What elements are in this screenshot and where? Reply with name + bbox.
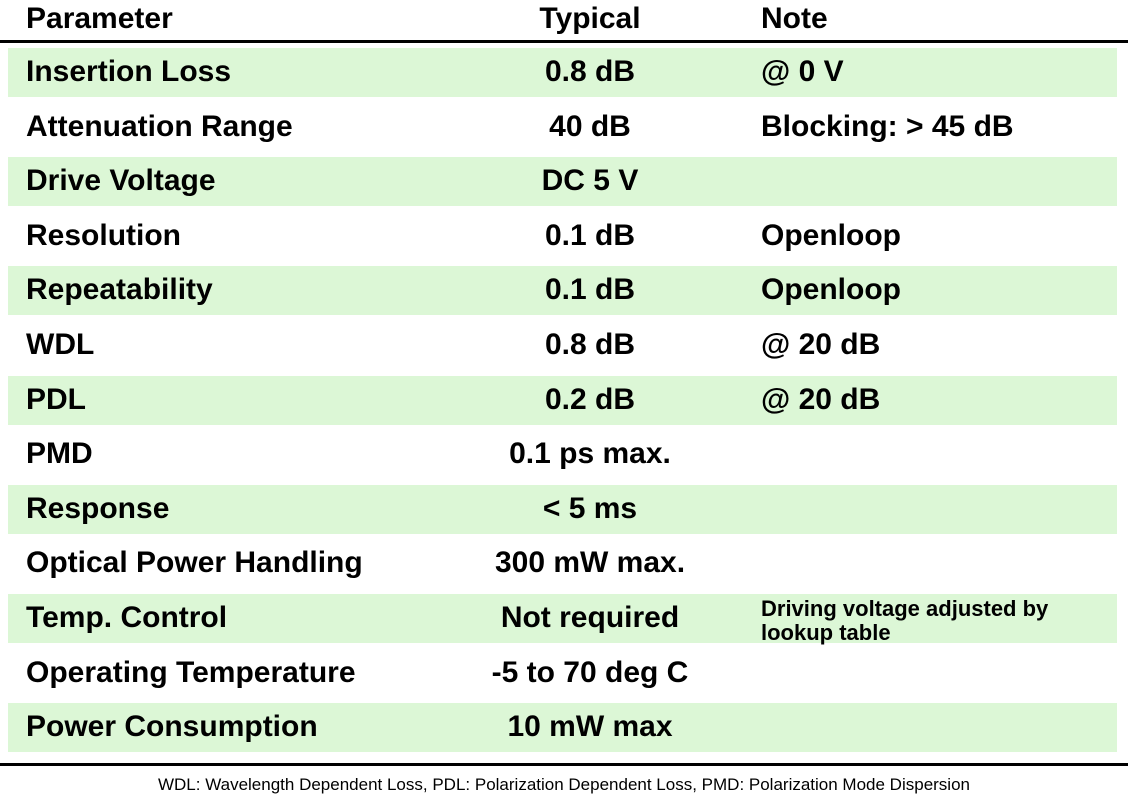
footnote: WDL: Wavelength Dependent Loss, PDL: Pol… (157, 775, 970, 794)
table-row: PMD 0.1 ps max. (0, 425, 1128, 480)
note-cell: Driving voltage adjusted by lookup table (761, 595, 1049, 645)
typical-cell: 0.8 dB (544, 327, 636, 361)
note-cell: Openloop (761, 273, 901, 307)
table-row: PDL 0.2 dB @ 20 dB (0, 371, 1128, 426)
header-typical: Typical (539, 2, 641, 35)
table-row: Operating Temperature -5 to 70 deg C (0, 644, 1128, 699)
table-header: Parameter Typical Note (0, 0, 1128, 40)
parameter-cell: Response (26, 491, 170, 525)
parameter-cell: Attenuation Range (26, 109, 293, 143)
typical-cell: 0.8 dB (544, 55, 636, 88)
table-row: Drive Voltage DC 5 V (0, 152, 1128, 207)
header-note: Note (761, 2, 828, 35)
parameter-cell: Power Consumption (26, 710, 318, 744)
typical-cell: 0.1 dB (544, 218, 636, 252)
typical-cell: 0.1 dB (544, 273, 636, 307)
table-row: WDL 0.8 dB @ 20 dB (0, 316, 1128, 371)
typical-cell: 40 dB (549, 109, 631, 143)
typical-cell: < 5 ms (542, 491, 638, 525)
typical-cell: 0.1 ps max. (509, 437, 671, 471)
table-row: Response < 5 ms (0, 480, 1128, 535)
table-row: Power Consumption 10 mW max (0, 698, 1128, 753)
parameter-cell: Repeatability (26, 273, 213, 307)
note-cell: @ 0 V (761, 55, 844, 88)
typical-cell: -5 to 70 deg C (491, 655, 689, 689)
parameter-cell: Insertion Loss (26, 55, 232, 88)
note-cell: Openloop (761, 218, 901, 252)
note-cell: @ 20 dB (761, 382, 881, 416)
parameter-cell: Drive Voltage (26, 164, 216, 198)
parameter-cell: Optical Power Handling (26, 546, 363, 580)
typical-cell: 10 mW max (507, 710, 673, 744)
table-row: Optical Power Handling 300 mW max. (0, 534, 1128, 589)
parameter-cell: PMD (26, 437, 93, 471)
table-row: Insertion Loss 0.8 dB @ 0 V (0, 43, 1128, 98)
typical-cell: DC 5 V (541, 164, 639, 198)
header-rule (0, 40, 1128, 43)
table-row: Attenuation Range 40 dB Blocking: > 45 d… (0, 98, 1128, 153)
parameter-cell: WDL (26, 327, 95, 361)
parameter-cell: PDL (26, 382, 86, 416)
table-row: Temp. Control Not required Driving volta… (0, 589, 1128, 644)
table-row: Repeatability 0.1 dB Openloop (0, 261, 1128, 316)
note-cell: @ 20 dB (761, 327, 881, 361)
typical-cell: Not required (500, 600, 680, 634)
header-parameter: Parameter (26, 2, 173, 35)
table-bottom-rule (0, 763, 1128, 766)
spec-table: Insertion Loss 0.8 dB @ 0 V Attenuation … (0, 43, 1128, 753)
parameter-cell: Resolution (26, 218, 181, 252)
parameter-cell: Operating Temperature (26, 655, 356, 689)
typical-cell: 300 mW max. (494, 546, 686, 580)
table-row: Resolution 0.1 dB Openloop (0, 207, 1128, 262)
typical-cell: 0.2 dB (544, 382, 636, 416)
note-cell: Blocking: > 45 dB (761, 109, 1014, 143)
parameter-cell: Temp. Control (26, 600, 228, 634)
